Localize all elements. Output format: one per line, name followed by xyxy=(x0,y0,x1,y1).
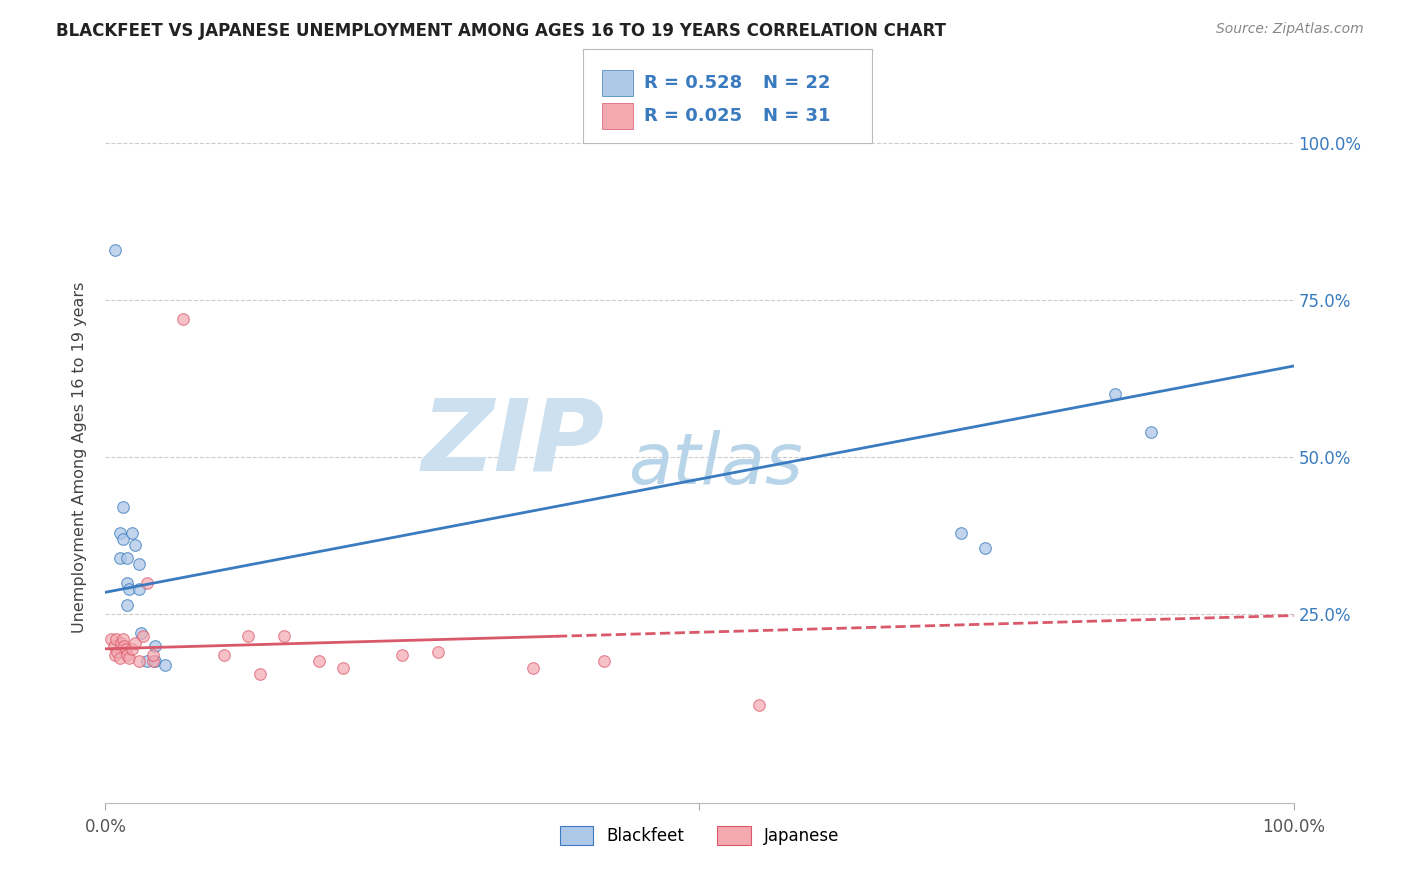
Point xyxy=(593,654,616,668)
Point xyxy=(236,629,259,643)
Point xyxy=(273,629,295,643)
Point xyxy=(114,639,136,653)
Text: atlas: atlas xyxy=(628,430,803,499)
Point xyxy=(142,648,165,662)
Point xyxy=(153,657,176,672)
Text: R = 0.025: R = 0.025 xyxy=(644,107,742,125)
Point xyxy=(128,582,150,596)
Text: ZIP: ZIP xyxy=(422,395,605,491)
Point xyxy=(112,500,135,515)
Point xyxy=(108,525,131,540)
Point xyxy=(110,635,132,649)
Point xyxy=(118,651,141,665)
Point xyxy=(172,312,194,326)
Point xyxy=(112,532,135,546)
Point xyxy=(748,698,770,713)
Text: N = 22: N = 22 xyxy=(763,74,831,92)
Point xyxy=(522,661,544,675)
Point xyxy=(136,654,159,668)
Point xyxy=(132,629,155,643)
Point xyxy=(136,575,159,590)
Point xyxy=(427,645,450,659)
Point xyxy=(118,582,141,596)
Point xyxy=(214,648,236,662)
Point xyxy=(128,654,150,668)
Point xyxy=(115,648,138,662)
Text: BLACKFEET VS JAPANESE UNEMPLOYMENT AMONG AGES 16 TO 19 YEARS CORRELATION CHART: BLACKFEET VS JAPANESE UNEMPLOYMENT AMONG… xyxy=(56,22,946,40)
Point xyxy=(112,632,135,647)
Point xyxy=(108,651,131,665)
Point xyxy=(1140,425,1163,439)
Point xyxy=(143,654,166,668)
Point xyxy=(115,550,138,565)
Point xyxy=(104,648,127,662)
Point xyxy=(1104,387,1126,401)
Point xyxy=(973,541,995,556)
Point xyxy=(108,550,131,565)
Point xyxy=(143,639,166,653)
Point xyxy=(249,667,271,681)
Text: N = 31: N = 31 xyxy=(763,107,831,125)
Point xyxy=(124,635,146,649)
Point xyxy=(142,654,165,668)
Point xyxy=(124,538,146,552)
Point xyxy=(105,645,128,659)
Point xyxy=(114,641,136,656)
Point xyxy=(105,632,128,647)
Point xyxy=(308,654,330,668)
Point xyxy=(949,525,972,540)
Legend: Blackfeet, Japanese: Blackfeet, Japanese xyxy=(551,817,848,854)
Point xyxy=(128,557,150,571)
Point xyxy=(332,661,354,675)
Y-axis label: Unemployment Among Ages 16 to 19 years: Unemployment Among Ages 16 to 19 years xyxy=(72,282,87,632)
Point xyxy=(115,598,138,612)
Text: Source: ZipAtlas.com: Source: ZipAtlas.com xyxy=(1216,22,1364,37)
Point xyxy=(115,575,138,590)
Point xyxy=(100,632,122,647)
Point xyxy=(121,641,143,656)
Point xyxy=(391,648,413,662)
Point xyxy=(121,525,143,540)
Point xyxy=(103,639,125,653)
Point xyxy=(129,626,152,640)
Text: R = 0.528: R = 0.528 xyxy=(644,74,742,92)
Point xyxy=(104,243,127,257)
